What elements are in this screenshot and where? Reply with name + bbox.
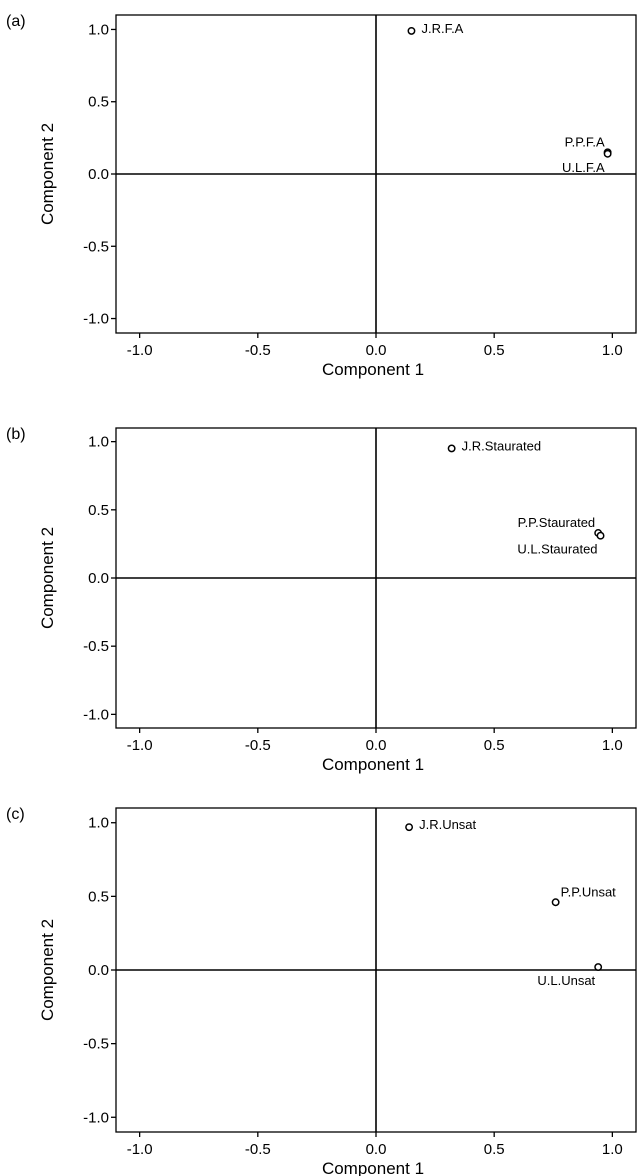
y-tick-label: 0.0 — [88, 166, 109, 183]
y-axis-title: Component 2 — [38, 919, 57, 1021]
y-tick-label: 1.0 — [88, 21, 109, 38]
x-axis-title: Component 1 — [322, 755, 424, 774]
x-tick-label: -1.0 — [127, 1141, 153, 1158]
panel-label: (b) — [6, 426, 26, 443]
x-tick-label: -0.5 — [245, 1141, 271, 1158]
x-tick-label: 1.0 — [602, 1141, 623, 1158]
y-tick-label: -1.0 — [83, 706, 109, 723]
data-point — [551, 898, 560, 907]
panel-label: (a) — [6, 13, 26, 30]
data-point — [596, 531, 605, 540]
data-point-label: J.R.Unsat — [419, 817, 476, 832]
y-tick-label: 1.0 — [88, 434, 109, 451]
x-tick-label: 0.5 — [484, 1141, 505, 1158]
y-tick-label: -0.5 — [83, 238, 109, 255]
y-tick-label: -1.0 — [83, 1109, 109, 1126]
y-tick-label: 0.5 — [88, 502, 109, 519]
y-tick-label: 0.5 — [88, 94, 109, 111]
x-axis-title: Component 1 — [322, 1159, 424, 1176]
y-tick-label: -0.5 — [83, 1036, 109, 1053]
panel-b: -1.0 -0.5 0.0 0.5 1.0 -1.0 -0.5 0.0 0.5 1.0 Compon… — [6, 426, 637, 774]
panel-a: -1.0 -0.5 0.0 0.5 1.0 -1.0 -0.5 0.0 0.5 1.0 Compon… — [6, 13, 637, 379]
x-axis-title: Component 1 — [322, 360, 424, 379]
data-point-label: U.L.Unsat — [537, 973, 595, 988]
x-tick-label: 0.0 — [366, 737, 387, 754]
x-tick-label: 1.0 — [602, 737, 623, 754]
data-point-label: P.P.Staurated — [518, 515, 596, 530]
y-tick-label: 0.0 — [88, 570, 109, 587]
data-point — [407, 26, 416, 35]
data-point — [594, 963, 603, 972]
data-point-label: J.R.F.A — [421, 21, 463, 36]
y-tick-label: -0.5 — [83, 638, 109, 655]
y-tick-label: -1.0 — [83, 311, 109, 328]
data-point-label: U.L.F.A — [562, 160, 605, 175]
data-point-label: P.P.Unsat — [561, 884, 617, 899]
x-tick-label: 0.5 — [484, 737, 505, 754]
panel-c: -1.0 -0.5 0.0 0.5 1.0 -1.0 -0.5 0.0 0.5 1.0 Compon… — [6, 806, 637, 1176]
y-axis-title: Component 2 — [38, 527, 57, 629]
x-tick-label: 1.0 — [602, 342, 623, 359]
x-tick-label: -1.0 — [127, 342, 153, 359]
data-point — [405, 823, 414, 832]
y-axis-title: Component 2 — [38, 123, 57, 225]
y-tick-label: 0.0 — [88, 962, 109, 979]
x-tick-label: -0.5 — [245, 737, 271, 754]
data-point — [603, 149, 612, 158]
data-point-label: U.L.Staurated — [517, 542, 597, 557]
x-tick-label: 0.0 — [366, 342, 387, 359]
data-point — [447, 444, 456, 453]
data-point-label: P.P.F.A — [565, 134, 605, 149]
x-tick-label: 0.0 — [366, 1141, 387, 1158]
y-tick-label: 0.5 — [88, 888, 109, 905]
x-tick-label: -0.5 — [245, 342, 271, 359]
panel-label: (c) — [6, 806, 25, 823]
y-tick-label: 1.0 — [88, 815, 109, 832]
data-point-label: J.R.Staurated — [462, 438, 542, 453]
x-tick-label: 0.5 — [484, 342, 505, 359]
x-tick-label: -1.0 — [127, 737, 153, 754]
